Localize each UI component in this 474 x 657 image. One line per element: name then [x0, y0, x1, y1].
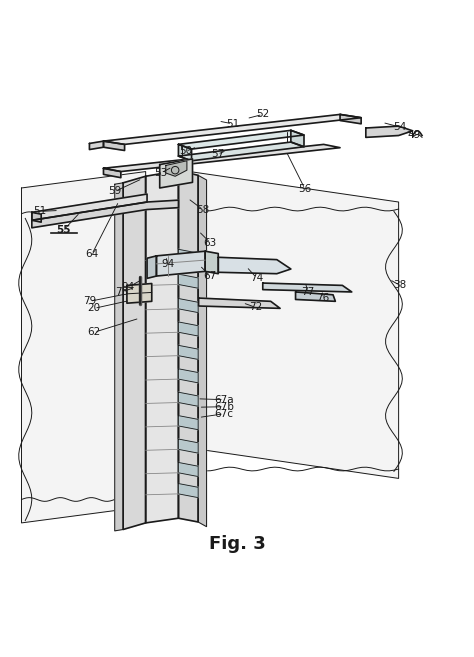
- Text: 51: 51: [34, 206, 47, 216]
- Polygon shape: [199, 298, 280, 308]
- Polygon shape: [103, 168, 121, 177]
- Text: 74: 74: [250, 273, 263, 283]
- Text: 67: 67: [204, 271, 217, 281]
- Polygon shape: [366, 126, 413, 137]
- Polygon shape: [205, 251, 218, 274]
- Polygon shape: [90, 141, 103, 150]
- Text: 56: 56: [298, 184, 311, 194]
- Polygon shape: [32, 194, 147, 220]
- Polygon shape: [178, 369, 198, 383]
- Polygon shape: [103, 145, 340, 171]
- Polygon shape: [178, 463, 198, 476]
- Text: 57: 57: [211, 149, 224, 159]
- Polygon shape: [178, 145, 191, 161]
- Text: 64: 64: [85, 250, 99, 260]
- Polygon shape: [127, 284, 152, 303]
- Polygon shape: [123, 176, 146, 530]
- Polygon shape: [198, 175, 207, 527]
- Text: 76: 76: [316, 293, 329, 303]
- Text: 67c: 67c: [214, 409, 233, 419]
- Text: 72: 72: [249, 302, 263, 313]
- Polygon shape: [32, 212, 41, 222]
- Polygon shape: [146, 171, 178, 523]
- Text: Fig. 3: Fig. 3: [209, 535, 265, 553]
- Text: 67b: 67b: [214, 401, 234, 412]
- Text: 38: 38: [393, 281, 407, 290]
- Polygon shape: [178, 298, 198, 313]
- Polygon shape: [115, 183, 123, 531]
- Text: 75: 75: [116, 287, 129, 297]
- Text: 20: 20: [88, 304, 100, 313]
- Polygon shape: [160, 159, 192, 188]
- Text: 49: 49: [408, 130, 421, 140]
- Polygon shape: [147, 256, 156, 279]
- Text: 59: 59: [109, 186, 122, 196]
- Text: 58: 58: [197, 205, 210, 215]
- Text: 94: 94: [122, 283, 135, 292]
- Polygon shape: [291, 130, 304, 147]
- Polygon shape: [103, 114, 361, 145]
- Text: 63: 63: [204, 238, 217, 248]
- Text: 94: 94: [161, 259, 174, 269]
- Text: 62: 62: [88, 327, 101, 337]
- Text: 79: 79: [83, 296, 96, 306]
- Polygon shape: [263, 283, 352, 292]
- Polygon shape: [178, 322, 198, 336]
- Polygon shape: [32, 200, 178, 228]
- Polygon shape: [178, 171, 198, 522]
- Polygon shape: [103, 141, 125, 150]
- Text: 67a: 67a: [214, 395, 234, 405]
- Polygon shape: [296, 292, 336, 302]
- Polygon shape: [178, 392, 198, 406]
- Polygon shape: [218, 258, 291, 274]
- Polygon shape: [178, 484, 198, 497]
- Polygon shape: [178, 346, 198, 359]
- Polygon shape: [178, 416, 198, 430]
- Text: 52: 52: [256, 110, 269, 120]
- Polygon shape: [21, 171, 146, 523]
- Text: 77: 77: [301, 287, 315, 297]
- Text: 51: 51: [226, 119, 239, 129]
- Polygon shape: [178, 439, 198, 453]
- Polygon shape: [178, 130, 304, 149]
- Text: 55: 55: [56, 225, 71, 235]
- Polygon shape: [174, 170, 399, 478]
- Polygon shape: [166, 161, 187, 176]
- Text: 54: 54: [393, 122, 407, 132]
- Polygon shape: [340, 114, 361, 124]
- Polygon shape: [178, 142, 304, 161]
- Polygon shape: [156, 251, 205, 276]
- Polygon shape: [178, 250, 198, 263]
- Polygon shape: [178, 274, 198, 288]
- Text: 50: 50: [179, 147, 192, 156]
- Text: 53: 53: [155, 168, 168, 178]
